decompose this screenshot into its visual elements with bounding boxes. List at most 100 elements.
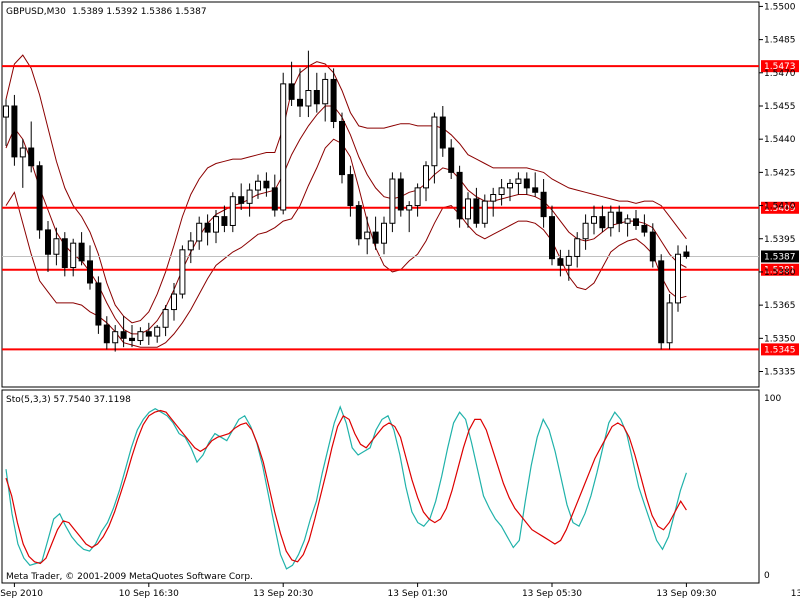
candle[interactable] [19, 139, 26, 188]
candle[interactable] [565, 249, 572, 281]
bollinger-middle [5, 105, 687, 335]
candle-body-bull [280, 83, 287, 211]
candle[interactable] [649, 223, 656, 268]
candle-body-bear [28, 147, 35, 167]
candle[interactable] [45, 221, 51, 272]
candle[interactable] [187, 232, 194, 264]
candle[interactable] [61, 232, 68, 277]
candle[interactable] [364, 216, 371, 255]
candle[interactable] [507, 179, 513, 202]
candle[interactable] [28, 121, 35, 173]
candle[interactable] [498, 179, 505, 206]
candle[interactable] [607, 205, 614, 237]
candle[interactable] [288, 61, 295, 106]
candle[interactable] [70, 238, 77, 277]
candle[interactable] [683, 245, 690, 259]
candle[interactable] [103, 316, 110, 350]
candle[interactable] [439, 105, 446, 157]
candle[interactable] [196, 216, 203, 250]
candle[interactable] [641, 214, 648, 237]
candle[interactable] [355, 201, 362, 246]
candle[interactable] [120, 316, 127, 348]
candle[interactable] [523, 172, 530, 195]
candle[interactable] [263, 172, 270, 197]
candle[interactable] [465, 192, 471, 228]
candle[interactable] [381, 216, 387, 255]
candle[interactable] [347, 165, 354, 217]
candle[interactable] [255, 174, 261, 199]
candle[interactable] [246, 183, 253, 217]
candle[interactable] [78, 232, 85, 266]
candle[interactable] [171, 283, 177, 321]
candle[interactable] [540, 179, 547, 228]
candle[interactable] [154, 325, 161, 343]
candle[interactable] [473, 187, 480, 228]
candle[interactable] [238, 183, 245, 210]
price-tick-label: 1.5365 [764, 301, 796, 311]
candle-body-bull [381, 222, 387, 244]
candle[interactable] [481, 194, 488, 228]
candle[interactable] [162, 305, 169, 337]
candle[interactable] [204, 214, 211, 246]
candle-body-bear [347, 174, 354, 207]
candle[interactable] [221, 205, 228, 233]
candle[interactable] [515, 172, 522, 195]
candle[interactable] [591, 205, 597, 235]
candle-body-bear [599, 216, 606, 229]
candle-body-bull [406, 205, 413, 211]
candle[interactable] [397, 172, 404, 217]
candle[interactable] [406, 201, 413, 233]
candle[interactable] [574, 232, 581, 268]
candle[interactable] [322, 72, 329, 122]
candle[interactable] [280, 72, 287, 215]
candle[interactable] [11, 94, 18, 166]
candle[interactable] [145, 322, 152, 345]
candle[interactable] [582, 214, 589, 250]
candle-body-bull [213, 216, 219, 233]
candle[interactable] [557, 249, 564, 277]
candle[interactable] [330, 68, 337, 129]
candle[interactable] [532, 172, 539, 197]
candle[interactable] [666, 294, 673, 350]
candle[interactable] [229, 192, 236, 233]
candle[interactable] [339, 112, 345, 184]
candle[interactable] [549, 205, 555, 266]
candle[interactable] [624, 214, 631, 237]
candle[interactable] [423, 161, 429, 202]
candle[interactable] [112, 325, 119, 352]
candle-body-bear [11, 105, 18, 158]
candle[interactable] [675, 245, 681, 312]
candle[interactable] [633, 209, 639, 230]
candle[interactable] [297, 68, 303, 118]
candle[interactable] [87, 245, 93, 290]
candle-body-bull [481, 200, 488, 224]
candle[interactable] [213, 209, 219, 244]
candle[interactable] [448, 139, 455, 180]
candle[interactable] [3, 99, 9, 146]
candle[interactable] [456, 165, 463, 228]
candle-body-bull [582, 222, 589, 240]
candle[interactable] [137, 327, 144, 345]
candle[interactable] [36, 161, 43, 239]
candle[interactable] [95, 276, 102, 334]
candle-body-bear [616, 211, 623, 224]
candle[interactable] [53, 227, 60, 266]
candle[interactable] [616, 205, 623, 233]
candle[interactable] [305, 50, 312, 118]
candle[interactable] [490, 187, 497, 217]
candle[interactable] [271, 174, 278, 217]
candle[interactable] [414, 183, 421, 217]
candle[interactable] [389, 172, 396, 233]
candle[interactable] [313, 72, 320, 113]
candle-body-bull [187, 240, 194, 251]
candle[interactable] [179, 245, 186, 299]
candle-body-bull [507, 182, 513, 189]
candle[interactable] [129, 325, 135, 348]
level-price-tag [761, 263, 799, 276]
candle[interactable] [431, 112, 438, 184]
candle[interactable] [658, 254, 665, 350]
candle[interactable] [372, 216, 379, 250]
candle[interactable] [599, 205, 606, 233]
